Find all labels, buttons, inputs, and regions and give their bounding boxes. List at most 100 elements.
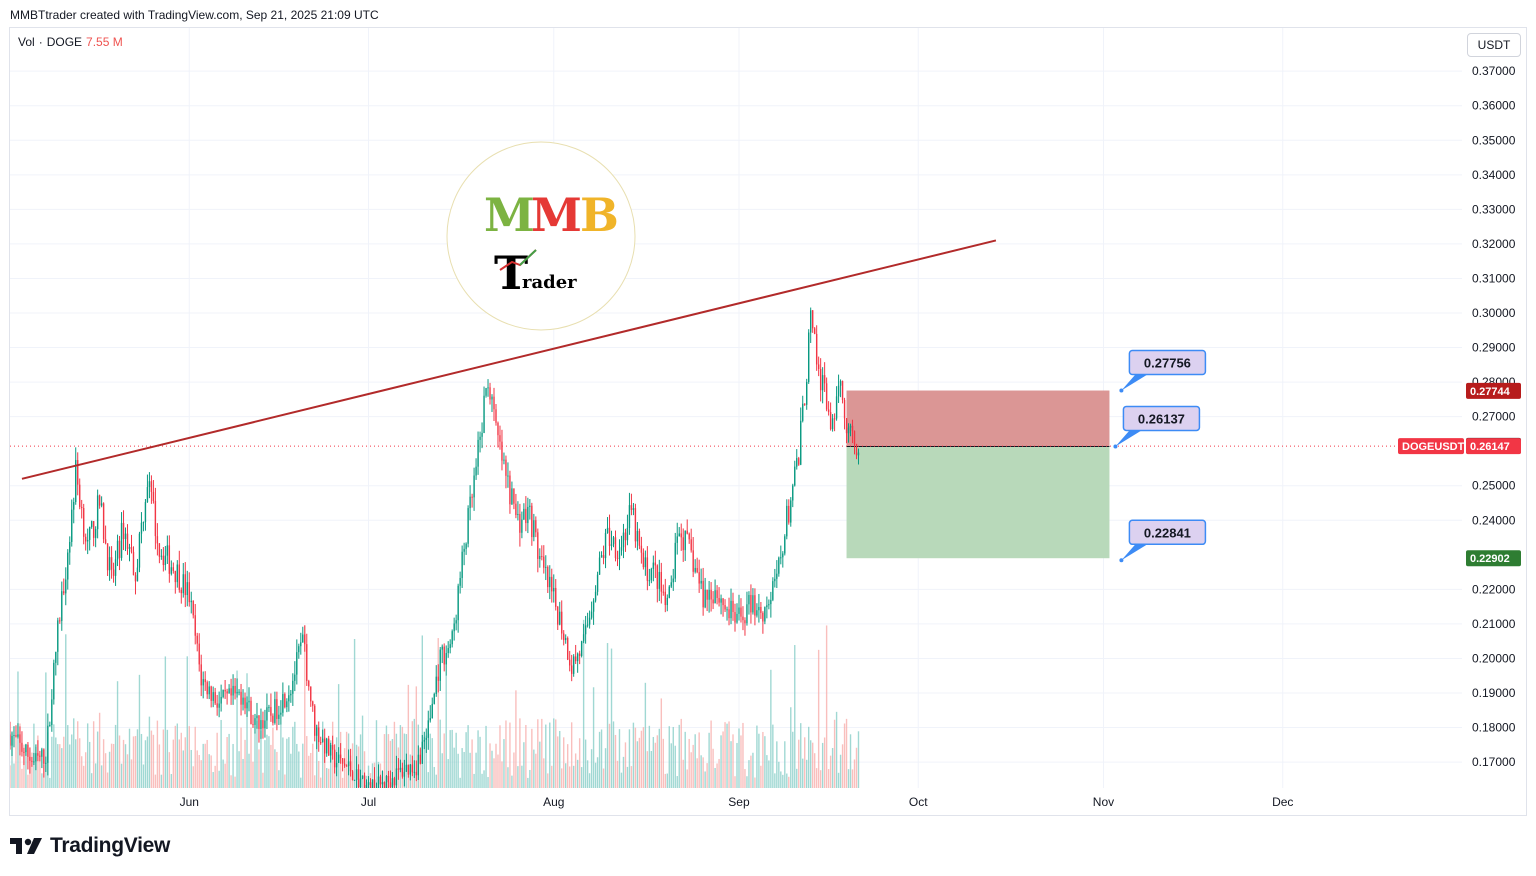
volume-bar [527, 777, 529, 788]
currency-button[interactable]: USDT [1467, 33, 1521, 57]
candle-body [180, 589, 182, 594]
volume-bar [521, 765, 523, 788]
candle-body [206, 682, 208, 695]
candle-body [126, 533, 129, 549]
volume-bar [794, 645, 796, 788]
volume-bar [586, 760, 589, 788]
candle-body [35, 753, 37, 762]
candle-body [256, 715, 258, 719]
candle-body [142, 522, 145, 524]
volume-bar [19, 723, 21, 788]
chart-attribution: MMBTtrader created with TradingView.com,… [10, 8, 379, 22]
candle-body [505, 459, 507, 476]
volume-bar [543, 758, 545, 788]
candle-body [399, 767, 402, 770]
volume-bar [634, 727, 637, 788]
candle-body [716, 590, 718, 598]
volume-bar [168, 752, 171, 788]
price-axis-label: 0.24000 [1472, 513, 1516, 527]
volume-bar [752, 752, 754, 788]
volume-bar [652, 736, 655, 788]
price-axis-label: 0.18000 [1472, 721, 1516, 735]
volume-bar [766, 755, 768, 788]
volume-bar [98, 712, 101, 788]
candle-body [395, 768, 398, 786]
volume-bar [320, 777, 322, 788]
take-profit-zone [846, 446, 1110, 559]
volume-bar [507, 767, 509, 788]
price-axis-label: 0.27000 [1472, 410, 1516, 424]
volume-bar [278, 770, 280, 788]
volume-bar [280, 724, 282, 788]
candle-body [260, 720, 262, 730]
volume-bar [592, 687, 595, 788]
chart-frame[interactable] [9, 27, 1527, 816]
volume-bar [310, 752, 312, 788]
callout-pointer [1121, 544, 1148, 561]
candle-body [120, 522, 123, 558]
candle-body [736, 613, 738, 623]
candle-body [808, 332, 810, 383]
candle-body [106, 543, 109, 571]
candle-body [509, 475, 511, 505]
candle-body [423, 739, 425, 742]
volume-bar [716, 763, 718, 788]
candlesticks [10, 307, 860, 788]
volume-bar [636, 741, 639, 788]
volume-bar [65, 634, 67, 788]
volume-bar [537, 719, 539, 788]
candle-body [128, 547, 131, 549]
candle-body [90, 521, 93, 527]
candle-body [419, 754, 422, 764]
candle-body [134, 575, 137, 582]
volume-bar [724, 722, 726, 788]
candle-body [294, 674, 296, 681]
candle-body [391, 778, 394, 788]
candle-body [403, 771, 406, 777]
volume-bar [804, 737, 806, 788]
candle-body [521, 519, 523, 533]
volume-bar [86, 723, 89, 788]
volume-bar [531, 728, 533, 788]
volume-bar [491, 750, 493, 788]
candle-body [732, 600, 734, 613]
candle-body [51, 699, 53, 726]
volume-bar [664, 773, 666, 788]
candle-body [545, 566, 547, 568]
candle-body [361, 775, 364, 779]
candle-body [286, 701, 288, 708]
volume-bar [176, 723, 179, 788]
volume-bar [184, 737, 186, 788]
volume-legend-label: Vol [18, 35, 35, 49]
volume-bar [148, 716, 151, 788]
candle-body [308, 680, 310, 687]
candle-body [644, 557, 647, 568]
volume-bar [188, 726, 190, 788]
candle-body [196, 635, 198, 644]
candle-body [258, 715, 260, 730]
candle-body [156, 536, 159, 544]
price-tag-label: 0.26147 [1470, 441, 1510, 453]
volume-bar [413, 718, 416, 788]
volume-bar [847, 769, 850, 788]
candle-body [596, 574, 599, 592]
candle-body [214, 692, 216, 704]
volume-bar [266, 734, 268, 788]
volume-bar [240, 727, 242, 788]
candle-body [435, 676, 437, 694]
volume-bar [839, 754, 842, 788]
tradingview-logo[interactable]: TradingView [10, 834, 170, 858]
candle-body [318, 727, 320, 743]
volume-bar [582, 619, 585, 788]
volume-legend[interactable]: Vol · DOGE 7.55 M [18, 35, 123, 49]
candle-body [642, 552, 645, 568]
volume-bar [541, 718, 543, 788]
candle-body [232, 685, 234, 696]
candle-body [324, 738, 326, 754]
volume-bar [580, 767, 583, 788]
volume-bar [620, 772, 623, 788]
volume-bar [51, 736, 53, 788]
price-tag [1466, 550, 1521, 567]
candle-body [477, 439, 479, 467]
